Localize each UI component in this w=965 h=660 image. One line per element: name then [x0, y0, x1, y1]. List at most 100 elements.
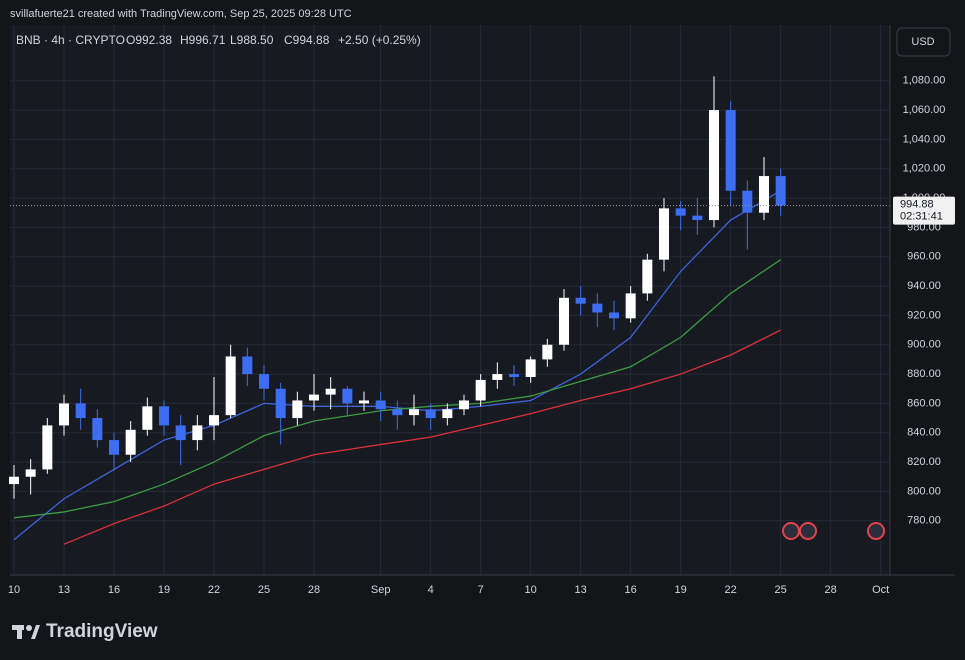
- x-tick-label: 16: [108, 584, 120, 596]
- x-tick-label: 25: [258, 584, 270, 596]
- plot-area: [10, 25, 890, 575]
- logo-shape: [31, 625, 40, 639]
- candle-body: [125, 429, 136, 455]
- candle-body: [575, 297, 586, 304]
- candle-body: [625, 293, 636, 319]
- x-tick-label: 7: [478, 584, 484, 596]
- candle-body: [275, 388, 286, 419]
- candle-body: [109, 440, 119, 455]
- candle-body: [409, 409, 419, 416]
- y-tick-label: 940.00: [907, 280, 941, 292]
- candle-body: [309, 394, 319, 401]
- moving-average: [13, 259, 782, 519]
- candle-body: [375, 400, 386, 410]
- candle-body: [159, 406, 169, 426]
- candle-body: [592, 303, 603, 313]
- event-flags: [782, 522, 885, 540]
- candle-body: [659, 208, 669, 260]
- y-tick-label: 780.00: [907, 515, 941, 527]
- candle-body: [609, 312, 619, 319]
- candle-body: [759, 176, 769, 213]
- candle-body: [42, 425, 53, 470]
- logo-text: TradingView: [46, 621, 158, 642]
- last-price-label: 994.88: [900, 198, 934, 210]
- x-tick-label: 19: [158, 584, 170, 596]
- candle-body: [642, 259, 653, 294]
- x-tick-label: 13: [575, 584, 587, 596]
- logo-mark: [12, 625, 40, 639]
- candle-body: [559, 297, 569, 345]
- candle-body: [242, 356, 253, 375]
- candle-body: [292, 400, 303, 419]
- candle-body: [175, 425, 186, 441]
- candle-body: [142, 406, 153, 430]
- candle-body: [709, 110, 719, 221]
- y-tick-label: 960.00: [907, 251, 941, 263]
- candle-body: [25, 469, 36, 477]
- candle-body: [325, 388, 336, 395]
- candle-body: [459, 400, 469, 410]
- y-tick-label: 1,060.00: [903, 104, 946, 116]
- candle-body: [192, 425, 203, 441]
- x-tick-label: 25: [775, 584, 787, 596]
- candle-body: [225, 356, 236, 416]
- candle-body: [342, 388, 353, 404]
- candle-body: [75, 403, 86, 419]
- candle-body: [525, 359, 536, 377]
- x-tick-label: Sep: [371, 584, 391, 596]
- x-tick-label: 13: [58, 584, 70, 596]
- currency[interactable]: USD: [911, 36, 934, 48]
- y-tick-label: 900.00: [907, 339, 941, 351]
- candle-body: [492, 374, 503, 380]
- x-tick-label: 28: [825, 584, 837, 596]
- x-tick-label: 4: [428, 584, 434, 596]
- candle-body: [92, 418, 103, 441]
- candle-body: [59, 403, 69, 426]
- y-tick-label: 1,020.00: [903, 163, 946, 175]
- last-price-box: [893, 196, 955, 225]
- candle-body: [442, 409, 453, 419]
- candle-body: [675, 208, 686, 216]
- candle-body: [209, 415, 219, 426]
- grid: [10, 25, 890, 575]
- candle-body: [742, 190, 753, 213]
- x-tick-label: 22: [725, 584, 737, 596]
- x-tick-label: 10: [525, 584, 537, 596]
- event-flag[interactable]: [867, 522, 885, 540]
- x-tick-label: 22: [208, 584, 220, 596]
- logo-shape: [26, 625, 32, 631]
- logo-shape: [17, 625, 22, 639]
- countdown: 02:31:41: [900, 210, 943, 222]
- candle-body: [542, 344, 553, 360]
- x-tick-label: 10: [8, 584, 20, 596]
- candle-body: [259, 374, 269, 389]
- ohlc-open: O992.38: [126, 33, 172, 47]
- currency-button[interactable]: [896, 27, 951, 57]
- y-tick-label: 860.00: [907, 397, 941, 409]
- ohlc-low: L988.50: [230, 33, 274, 47]
- y-tick-label: 800.00: [907, 485, 941, 497]
- change: +2.50 (+0.25%): [338, 33, 421, 47]
- candle-body: [9, 476, 19, 485]
- event-flag[interactable]: [799, 522, 817, 540]
- ohlc-close: C994.88: [284, 33, 330, 47]
- y-tick-label: 840.00: [907, 427, 941, 439]
- y-tick-label: 880.00: [907, 368, 941, 380]
- marks: [9, 76, 890, 545]
- candle-body: [692, 215, 703, 221]
- x-tick-label: 28: [308, 584, 320, 596]
- symbol: BNB · 4h · CRYPTO: [16, 33, 125, 47]
- y-tick-label: 1,040.00: [903, 133, 946, 145]
- moving-average: [63, 329, 781, 545]
- y-tick-label: 820.00: [907, 456, 941, 468]
- ohlc-high: H996.71: [180, 33, 226, 47]
- event-flag[interactable]: [782, 522, 800, 540]
- x-tick-label: 16: [625, 584, 637, 596]
- candle-body: [725, 110, 736, 191]
- y-tick-label: 920.00: [907, 309, 941, 321]
- attribution: svillafuerte21 created with TradingView.…: [10, 8, 352, 20]
- candle-body: [392, 409, 403, 416]
- candle-body: [509, 374, 519, 377]
